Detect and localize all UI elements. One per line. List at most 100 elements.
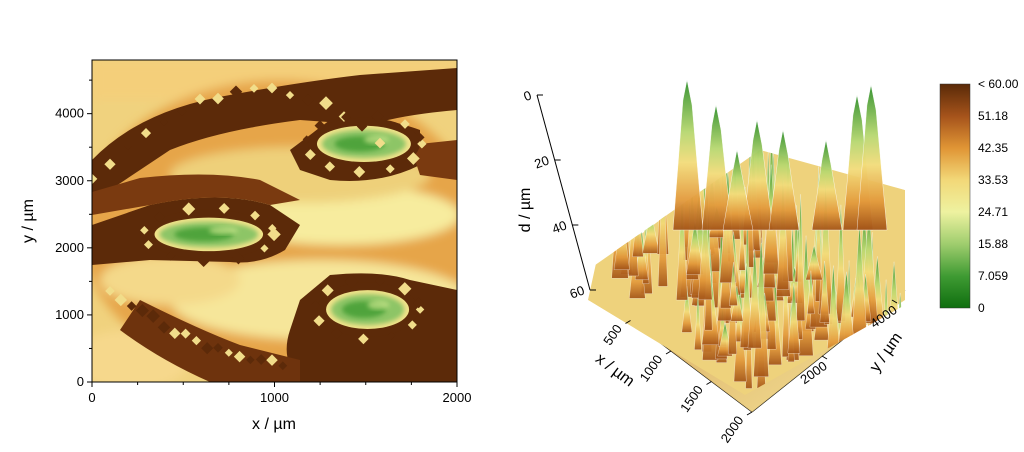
heatmap-edge-artefact [182,202,196,216]
heatmap-edge-artefact [232,252,245,265]
surface-spike [787,283,801,354]
surface-spike [747,249,762,349]
surface-spike [805,245,823,281]
heatmap-x-label: x / µm [252,416,296,433]
heatmap-edge-artefact [194,93,206,105]
heatmap-edge-artefact [213,342,223,353]
colorbar-label: < 60.00 [978,77,1019,91]
heatmap-edge-artefact [249,83,259,93]
heatmap-edge-artefact [135,304,149,318]
surface-spike [642,210,660,254]
heatmap-x-tick-label: 2000 [443,390,472,405]
heatmap-edge-artefact [267,227,281,242]
surface-z-tick-label: 40 [550,217,569,236]
heatmap-edge-artefact [153,211,165,223]
surface-spike [796,194,806,321]
surface-peak [768,129,800,231]
heatmap-edge-artefact [302,135,311,144]
heatmap-y-tick-label: 2000 [55,240,84,255]
surface-x-label: x / µm [592,350,637,390]
heatmap-edge-artefact [92,173,98,185]
heatmap-low-regions [145,117,420,337]
heatmap-edge-artefact [356,120,368,132]
surface-z-tick-label: 60 [568,282,587,301]
heatmap-axes: 0 1000 2000 0 1000 2000 3000 4000 [55,79,472,405]
colorbar: < 60.00 51.18 42.35 33.53 24.71 15.88 7.059 0 [939,77,1019,315]
surface-spike [676,193,688,301]
heatmap-edge-artefact [398,282,412,296]
surface-x-tick-label: 1500 [677,383,706,415]
heatmap-edge-artefact [406,152,420,165]
surface-spike [729,262,738,306]
heatmap-edge-artefact [268,224,277,233]
colorbar-label: 33.53 [978,173,1008,187]
heatmap-edge-artefact [191,335,202,346]
heatmap-field [92,60,457,382]
heatmap-edge-artefact [104,158,116,170]
surface-x-tick [746,411,753,416]
surface-spike [698,200,713,300]
colorbar-label: 24.71 [978,205,1008,219]
heatmap-edge-artefact [218,202,230,214]
heatmap-edge-artefact [266,82,278,94]
surface-x-tick-label: 1000 [637,352,666,384]
heatmap-edge-artefact [197,255,210,268]
heatmap-edge-artefact [260,244,269,253]
heatmap-edge-artefact [224,348,233,357]
surface-peak [722,149,754,231]
heatmap-edge-artefact [169,327,181,339]
surface-x-tick [625,320,631,324]
heatmap-edge-artefact [407,320,417,330]
heatmap-y-tick-label: 3000 [55,173,84,188]
colorbar-bar [939,83,971,309]
surface-spike [776,174,789,290]
surface-x-tick [665,350,672,355]
surface-spike [738,209,746,271]
heatmap-edge-artefact [278,361,288,371]
heatmap-edge-artefact [165,251,176,261]
surface-spike [819,260,830,323]
surface-y-tick [821,355,828,360]
heatmap-edge-artefact [126,301,137,311]
surface-x-tick-label: 2000 [718,413,747,445]
heatmap-edge-artefact [250,210,260,221]
heatmap-low-region [317,282,419,337]
heatmap-x-tick-label: 0 [88,390,95,405]
heatmap-edge-artefact [233,350,246,363]
heatmap-edge-artefact [311,300,321,310]
heatmap-edge-artefact [313,315,325,327]
surface-spike [681,286,693,333]
surface-y-label: y / µm [867,330,906,376]
surface-x-tick [706,381,712,385]
heatmap-edge-artefact [331,327,343,339]
heatmap-edge-artefact [157,321,171,334]
heatmap-edge-artefact [140,225,149,235]
heatmap-edge-artefact [400,119,410,129]
surface-z-tick-label: 20 [532,152,551,171]
surface-peak [811,139,843,231]
heatmap-edge-artefact [180,328,191,339]
heatmap-edge-artefact [229,85,243,99]
heatmap-edge-artefacts [92,82,427,371]
heatmap-edge-artefact [324,161,336,172]
heatmap-edge-artefact [140,128,152,139]
heatmap-edge-artefact [314,120,326,131]
heatmap-edge-artefact [319,96,333,111]
heatmap-edge-artefact [417,139,427,149]
heatmap-edge-artefact [413,297,425,309]
surface-peak [672,79,704,231]
heatmap-edge-artefact [304,149,316,161]
surface-spike [628,186,639,277]
surface-spike [807,270,815,314]
heatmap-edge-artefact [266,354,278,366]
heatmap-low-region [145,209,273,260]
heatmap-edge-artefact [255,354,267,365]
heatmap-edge-artefact [374,275,386,287]
colorbar-label: 7.059 [978,269,1008,283]
surface-peak [742,119,774,231]
heatmap-edge-artefact [159,117,169,127]
heatmap-edge-artefact [344,274,359,289]
surface-spike [613,208,630,270]
heatmap-edge-artefact [285,91,295,100]
